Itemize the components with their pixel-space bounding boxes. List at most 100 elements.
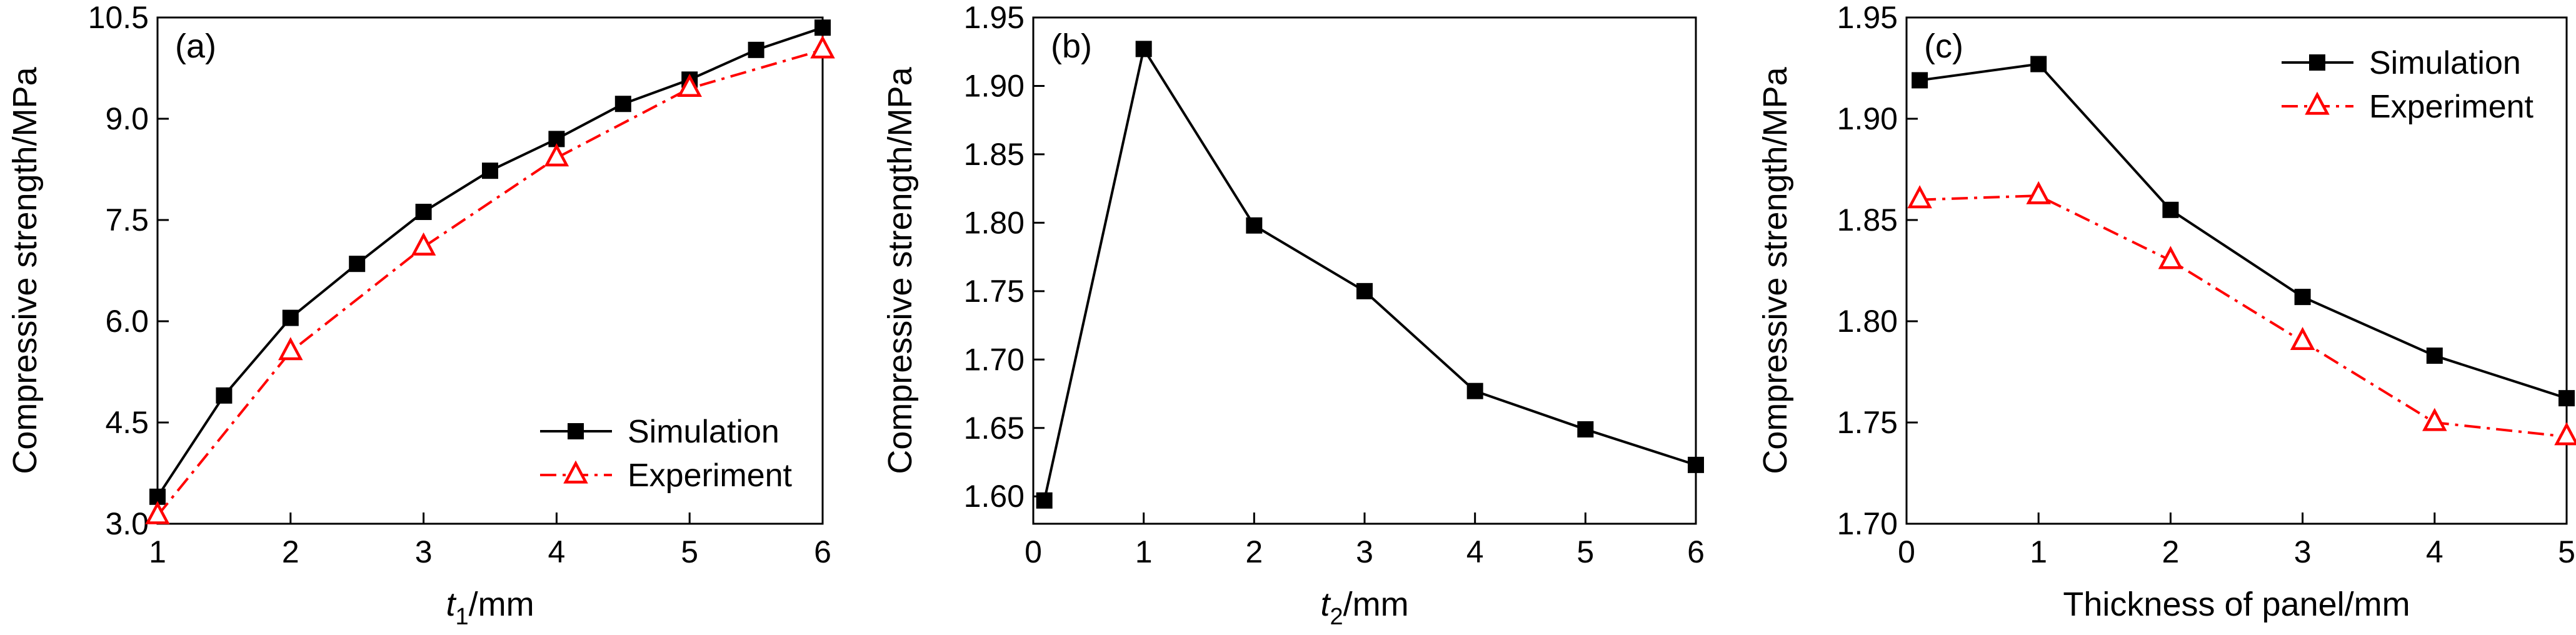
data-point [2426, 348, 2443, 364]
x-axis-label: t1/mm [446, 586, 534, 630]
x-tick-label: 2 [2162, 534, 2179, 569]
data-point [2026, 181, 2051, 204]
series-line-1 [1920, 194, 2567, 438]
x-axis-label: t2/mm [1320, 586, 1408, 630]
data-point [677, 74, 702, 98]
x-axis-label: Thickness of panel/mm [2063, 586, 2410, 623]
y-tick-label: 9.0 [105, 101, 149, 136]
legend: Simulation Experiment [2282, 45, 2534, 125]
y-tick-label: 1.70 [1837, 506, 1898, 541]
data-point [1246, 217, 1263, 234]
data-point [2554, 422, 2576, 446]
y-tick-label: 1.70 [964, 342, 1025, 377]
data-point [614, 96, 631, 112]
legend-swatch-marker [2305, 91, 2330, 115]
x-tick-label: 6 [1687, 534, 1705, 569]
data-point [1135, 41, 1152, 58]
data-point [2290, 327, 2315, 351]
x-tick-label: 4 [2426, 534, 2443, 569]
data-point [1577, 421, 1594, 438]
y-tick-label: 7.5 [105, 202, 149, 238]
y-tick-label: 6.0 [105, 304, 149, 339]
legend-label: Simulation [2369, 45, 2521, 81]
data-point [411, 232, 436, 256]
x-tick-label: 3 [415, 534, 433, 569]
y-tick-label: 1.65 [964, 411, 1025, 446]
x-tick-label: 0 [1025, 534, 1042, 569]
x-axis-label-unit: /mm [1343, 586, 1409, 623]
x-tick-label: 0 [1898, 534, 1915, 569]
data-point [282, 309, 299, 326]
data-point [810, 35, 835, 59]
data-point [814, 19, 831, 36]
legend-label: Simulation [628, 414, 779, 450]
data-point [2030, 56, 2047, 72]
plot-frame [1905, 16, 2568, 525]
legend-swatch-marker [568, 423, 584, 439]
y-tick-label: 1.90 [964, 68, 1025, 103]
panel-label: (b) [1051, 28, 1092, 65]
data-point [2558, 390, 2575, 407]
data-point [1912, 72, 1928, 89]
y-tick-label: 1.85 [1837, 202, 1898, 238]
y-tick-label: 1.95 [1837, 0, 1898, 35]
x-tick-label: 2 [1245, 534, 1263, 569]
y-tick-label: 1.60 [964, 479, 1025, 514]
x-axis-label-main: t [446, 586, 456, 623]
series-line-0 [1919, 62, 2567, 400]
x-tick-label: 5 [1576, 534, 1594, 569]
x-tick-label: 1 [149, 534, 166, 569]
y-tick-label: 1.75 [1837, 405, 1898, 440]
x-tick-label: 3 [2294, 534, 2312, 569]
legend: Simulation Experiment [540, 414, 793, 494]
legend-label: Experiment [628, 458, 793, 494]
x-tick-label: 5 [2558, 534, 2575, 569]
series-line-1 [156, 48, 823, 517]
data-point [1907, 185, 1932, 209]
y-axis-label: Compressive strength/MPa [881, 66, 919, 474]
legend-swatch-marker [2309, 54, 2325, 71]
y-tick-label: 10.5 [88, 0, 149, 35]
data-point [1036, 492, 1053, 509]
data-point [1356, 282, 1373, 299]
series-line-0 [1043, 46, 1696, 501]
data-point [2162, 201, 2179, 218]
x-axis-label-subscript: 2 [1330, 604, 1343, 630]
y-tick-label: 1.95 [964, 0, 1025, 35]
x-tick-label: 2 [282, 534, 299, 569]
y-tick-label: 1.85 [964, 137, 1025, 172]
y-tick-label: 1.80 [1837, 304, 1898, 339]
data-point [544, 143, 569, 167]
x-axis-label-unit: /mm [469, 586, 534, 623]
panel-label: (c) [1924, 28, 1963, 65]
data-point [1688, 456, 1704, 473]
data-point [349, 256, 366, 272]
plot-frame [156, 16, 824, 525]
y-tick-label: 1.80 [964, 205, 1025, 240]
y-axis-label: Compressive strength/MPa [6, 66, 44, 474]
panel-label: (a) [175, 28, 216, 65]
chart-panel-1: 0 1 2 3 4 5 6 1.60 1.65 1.70 1.75 1.80 1.85 1.90 1.95 C… [881, 0, 1705, 630]
data-point [482, 162, 498, 179]
x-axis-label-main: t [1320, 586, 1331, 623]
legend-label: Experiment [2369, 89, 2534, 125]
data-point [278, 337, 303, 361]
data-point [2294, 289, 2311, 306]
x-tick-label: 4 [548, 534, 565, 569]
data-point [748, 41, 764, 58]
x-tick-label: 6 [814, 534, 831, 569]
chart-panel-0: 1 2 3 4 5 6 3.0 4.5 6.0 7.5 9.0 10.5 Compressive str… [6, 0, 835, 630]
data-point [1466, 382, 1483, 399]
y-tick-label: 3.0 [105, 506, 149, 541]
chart-panel-2: 0 1 2 3 4 5 1.70 1.75 1.80 1.85 1.90 1.95 Compressiv… [1757, 0, 2576, 623]
x-tick-label: 1 [1135, 534, 1153, 569]
x-tick-label: 4 [1466, 534, 1484, 569]
data-point [2422, 408, 2447, 431]
legend-swatch-marker [563, 460, 588, 484]
y-axis-label: Compressive strength/MPa [1757, 66, 1794, 474]
y-tick-label: 4.5 [105, 405, 149, 440]
data-point [2158, 246, 2183, 269]
x-tick-label: 3 [1356, 534, 1373, 569]
